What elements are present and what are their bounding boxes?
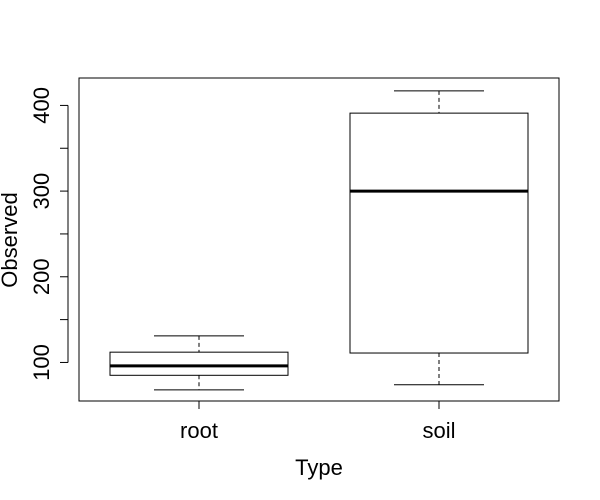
x-tick-label: soil: [422, 418, 455, 443]
x-axis-label: Type: [295, 455, 343, 480]
y-tick-label: 400: [29, 87, 54, 124]
box-iqr: [349, 112, 529, 354]
plot-frame: [78, 77, 560, 402]
boxes-layer: [109, 90, 529, 391]
box-iqr: [109, 351, 289, 376]
y-tick-label: 100: [29, 344, 54, 381]
y-tick-label: 300: [29, 173, 54, 210]
y-tick-label: 200: [29, 258, 54, 295]
x-axis: root soil: [180, 401, 456, 443]
x-tick-label: root: [180, 418, 218, 443]
y-axis-label: Observed: [0, 192, 22, 287]
box-soil: [349, 90, 529, 386]
y-axis: 100 200 300 400: [29, 87, 69, 381]
box-root: [109, 335, 289, 391]
